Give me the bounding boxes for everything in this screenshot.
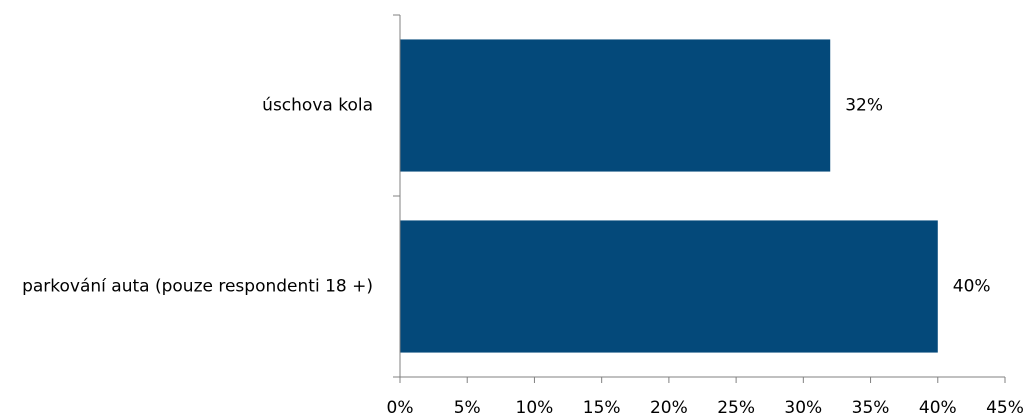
x-tick-label-8: 40%: [919, 398, 957, 418]
category-label-0: úschova kola: [262, 96, 373, 116]
x-tick-label-4: 20%: [650, 398, 688, 418]
data-labels: 32% 40%: [845, 96, 990, 297]
bar-0: [400, 39, 831, 172]
x-tick-label-7: 35%: [852, 398, 890, 418]
category-labels: úschova kola parkování auta (pouze respon…: [22, 96, 373, 297]
data-label-1: 40%: [953, 277, 991, 297]
x-tick-label-9: 45%: [986, 398, 1024, 418]
x-tick-label-6: 30%: [784, 398, 822, 418]
x-tick-label-2: 10%: [516, 398, 554, 418]
bar-1: [400, 220, 938, 353]
data-label-0: 32%: [845, 96, 883, 116]
x-tick-label-3: 15%: [583, 398, 621, 418]
x-tick-label-1: 5%: [454, 398, 481, 418]
bars-group: [400, 39, 938, 353]
category-label-1: parkování auta (pouze respondenti 18 +): [22, 277, 373, 297]
x-tick-label-0: 0%: [387, 398, 414, 418]
axes: 0% 5% 10% 15% 20% 25% 30% 35% 40% 45%: [387, 14, 1024, 418]
x-tick-label-5: 25%: [717, 398, 755, 418]
